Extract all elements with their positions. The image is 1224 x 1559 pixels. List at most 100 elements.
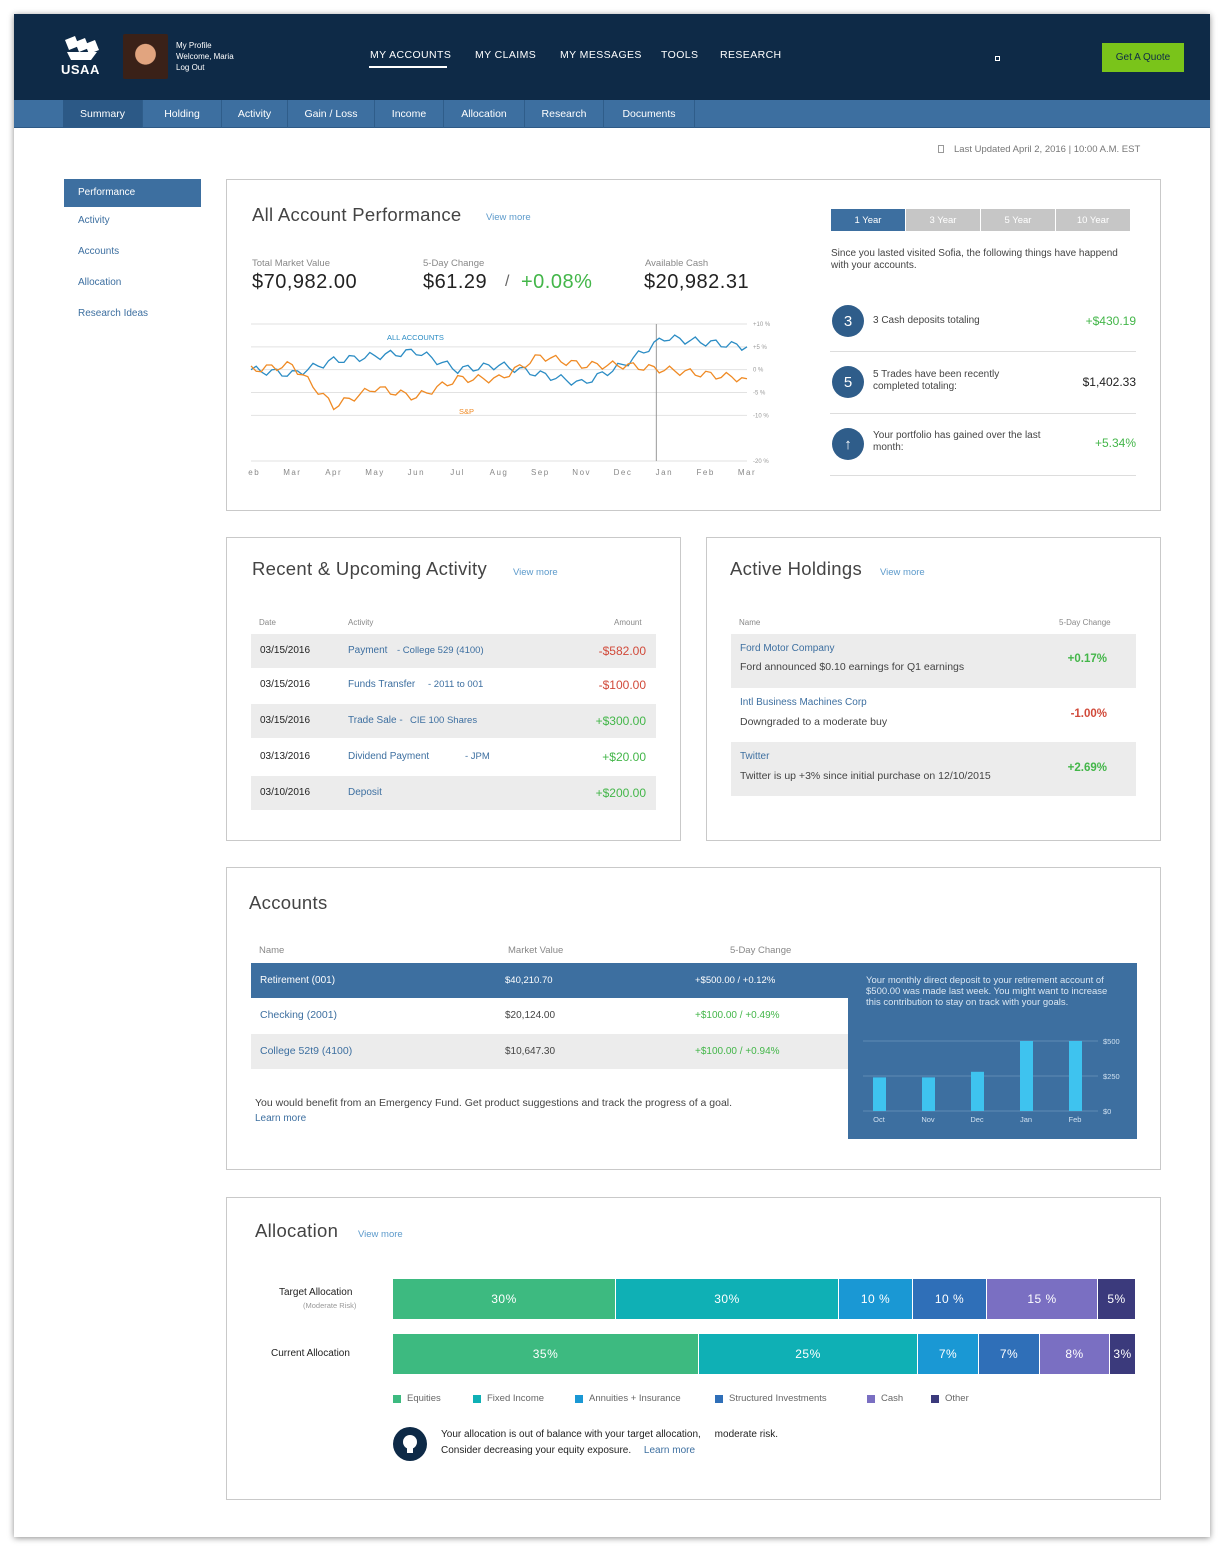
series-line: [250, 334, 748, 386]
page-frame: USAA My Profile Welcome, Maria Log Out M…: [14, 14, 1210, 1537]
holding-name-link[interactable]: Ford Motor Company: [740, 643, 835, 654]
total-market-value: $70,982.00: [252, 271, 358, 293]
account-row-checking[interactable]: Checking (2001) $20,124.00 +$100.00 / +0…: [251, 998, 848, 1033]
welcome-text: Welcome, Maria: [176, 52, 234, 61]
menu-activity[interactable]: Activity: [78, 215, 110, 226]
row-date: 03/15/2016: [260, 715, 311, 726]
allocation-segment-annuities-insurance[interactable]: 10 %: [839, 1279, 913, 1319]
holding-row[interactable]: Ford Motor Company Ford announced $0.10 …: [731, 634, 1136, 688]
nav-my-accounts[interactable]: MY ACCOUNTS: [370, 49, 452, 61]
nav-research[interactable]: RESEARCH: [720, 49, 782, 61]
holding-row[interactable]: Intl Business Machines Corp Downgraded t…: [731, 688, 1136, 742]
table-row[interactable]: 03/15/2016 Trade Sale - CIE 100 Shares +…: [251, 704, 656, 738]
nav-tools[interactable]: TOOLS: [661, 49, 699, 61]
avatar[interactable]: [123, 34, 168, 79]
holding-name-link[interactable]: Intl Business Machines Corp: [740, 697, 867, 708]
allocation-segment-cash[interactable]: 8%: [1040, 1334, 1110, 1374]
allocation-segment-equities[interactable]: 30%: [393, 1279, 616, 1319]
allocation-segment-fixed-income[interactable]: 25%: [699, 1334, 918, 1374]
accounts-learn-more-link[interactable]: Learn more: [255, 1113, 307, 1124]
allocation-legend: Equities Fixed Income Annuities + Insuranc…: [393, 1393, 1136, 1407]
range-1-year-button[interactable]: 1 Year: [831, 209, 905, 231]
notification-icon[interactable]: [995, 56, 1000, 61]
event-cash-deposits: 3 3 Cash deposits totaling +$430.19: [830, 292, 1136, 352]
allocation-segment-cash[interactable]: 15 %: [987, 1279, 1098, 1319]
table-row[interactable]: 03/15/2016 Payment - College 529 (4100) …: [251, 634, 656, 668]
row-activity-link[interactable]: Trade Sale -: [348, 715, 403, 726]
holding-name-link[interactable]: Twitter: [740, 751, 770, 762]
x-tick-label: Jan: [656, 468, 673, 477]
my-profile-link[interactable]: My Profile: [176, 41, 212, 50]
allocation-segment-other[interactable]: 5%: [1098, 1279, 1136, 1319]
account-row-retirement[interactable]: Retirement (001) $40,210.70 +$500.00 / +…: [251, 963, 848, 998]
row-amount: +$20.00: [602, 750, 646, 764]
allocation-segment-structured-investments[interactable]: 10 %: [913, 1279, 987, 1319]
row-activity-link[interactable]: Funds Transfer: [348, 679, 416, 690]
holding-change: +2.69%: [1067, 762, 1107, 774]
row-activity-link[interactable]: Dividend Payment: [348, 751, 430, 762]
performance-view-more-link[interactable]: View more: [486, 212, 531, 223]
x-tick-label: Feb: [247, 468, 260, 477]
table-row[interactable]: 03/13/2016 Dividend Payment - JPM +$20.0…: [251, 740, 656, 774]
menu-research-ideas[interactable]: Research Ideas: [78, 308, 149, 319]
y-tick-label: -5 %: [753, 391, 766, 397]
eagle-icon: [65, 36, 99, 60]
usaa-logo[interactable]: USAA: [61, 36, 103, 80]
tab-research[interactable]: Research: [525, 100, 604, 128]
range-3-year-button[interactable]: 3 Year: [906, 209, 980, 231]
tab-holding[interactable]: Holding: [143, 100, 222, 128]
allocation-segment-fixed-income[interactable]: 30%: [616, 1279, 839, 1319]
allocation-segment-structured-investments[interactable]: 7%: [979, 1334, 1040, 1374]
event-text: 3 Cash deposits totaling: [873, 315, 980, 326]
x-tick-label: Apr: [325, 468, 342, 477]
menu-performance[interactable]: Performance: [64, 179, 201, 207]
allocation-segment-annuities-insurance[interactable]: 7%: [918, 1334, 979, 1374]
range-10-year-button[interactable]: 10 Year: [1056, 209, 1130, 231]
allocation-learn-more-link[interactable]: Learn more: [643, 1445, 696, 1456]
menu-accounts[interactable]: Accounts: [78, 246, 120, 257]
event-amount: +$430.19: [1085, 314, 1136, 328]
holding-change: +0.17%: [1067, 653, 1107, 665]
clock-icon: [938, 145, 944, 153]
account-name[interactable]: Retirement (001): [260, 975, 336, 986]
row-activity-link[interactable]: Deposit: [348, 787, 382, 798]
activity-view-more-link[interactable]: View more: [513, 567, 558, 578]
allocation-advice-line1: Your allocation is out of balance with y…: [441, 1429, 779, 1440]
menu-allocation[interactable]: Allocation: [78, 277, 122, 288]
account-name[interactable]: College 52t9 (4100): [260, 1045, 353, 1057]
legend-label: Other: [945, 1393, 969, 1404]
total-market-value-label: Total Market Value: [252, 258, 330, 269]
allocation-title: Allocation: [255, 1220, 339, 1241]
allocation-view-more-link[interactable]: View more: [358, 1229, 403, 1240]
deposit-callout: Your monthly direct deposit to your reti…: [848, 963, 1137, 1139]
allocation-segment-other[interactable]: 3%: [1110, 1334, 1136, 1374]
col-name: Name: [259, 945, 285, 956]
tab-allocation[interactable]: Allocation: [444, 100, 525, 128]
holdings-view-more-link[interactable]: View more: [880, 567, 925, 578]
row-date: 03/13/2016: [260, 751, 311, 762]
activity-title: Recent & Upcoming Activity: [252, 558, 488, 579]
performance-title: All Account Performance: [252, 204, 462, 225]
nav-my-claims[interactable]: MY CLAIMS: [475, 49, 537, 61]
table-row[interactable]: 03/10/2016 Deposit +$200.00: [251, 776, 656, 810]
tab-activity[interactable]: Activity: [222, 100, 288, 128]
row-activity-link[interactable]: Payment: [348, 645, 388, 656]
change-separator: /: [505, 273, 510, 290]
performance-line-chart: +10 % +5 % 0 % -5 % -10 % -20 % Feb Mar Apr May Ju…: [247, 322, 771, 477]
table-row[interactable]: 03/15/2016 Funds Transfer - 2011 to 001 …: [251, 668, 656, 702]
holding-row[interactable]: Twitter Twitter is up +3% since initial …: [731, 742, 1136, 796]
tab-gain-loss[interactable]: Gain / Loss: [288, 100, 375, 128]
tab-summary[interactable]: Summary: [63, 100, 143, 128]
nav-my-messages[interactable]: MY MESSAGES: [560, 49, 642, 61]
holdings-title: Active Holdings: [730, 558, 863, 579]
allocation-segment-equities[interactable]: 35%: [393, 1334, 699, 1374]
range-5-year-button[interactable]: 5 Year: [981, 209, 1055, 231]
get-a-quote-button[interactable]: Get A Quote: [1102, 43, 1184, 72]
log-out-link[interactable]: Log Out: [176, 63, 205, 72]
tab-income[interactable]: Income: [375, 100, 444, 128]
account-row-college[interactable]: College 52t9 (4100) $10,647.30 +$100.00 …: [251, 1034, 848, 1069]
tab-documents[interactable]: Documents: [604, 100, 695, 128]
account-name[interactable]: Checking (2001): [260, 1009, 338, 1021]
row-detail: - College 529 (4100): [397, 645, 484, 656]
activity-panel: Recent & Upcoming Activity View more Dat…: [226, 537, 681, 841]
